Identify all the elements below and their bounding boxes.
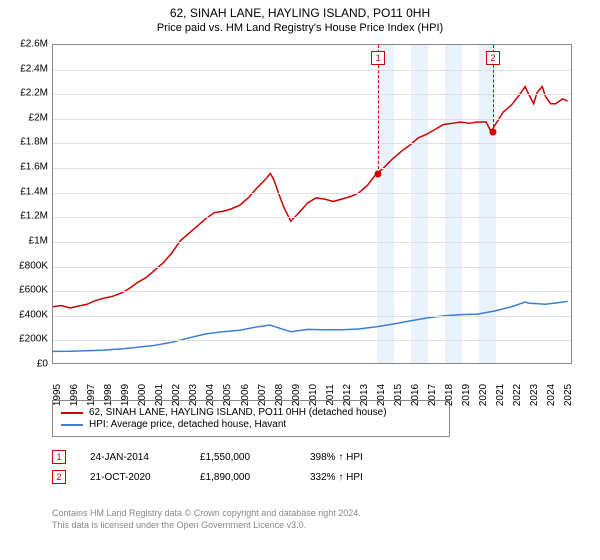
sale-marker-1: 1 <box>52 450 66 464</box>
x-tick-label: 2012 <box>342 384 353 406</box>
y-tick-label: £2.2M <box>4 88 48 99</box>
sale-marker-box: 2 <box>486 51 500 65</box>
sale-date: 21-OCT-2020 <box>90 472 200 483</box>
y-tick-label: £800K <box>4 260 48 271</box>
y-tick-label: £600K <box>4 285 48 296</box>
sale-price: £1,550,000 <box>200 452 310 463</box>
x-tick-label: 2019 <box>461 384 472 406</box>
series-hpi <box>53 301 568 351</box>
sale-rows: 1 24-JAN-2014 £1,550,000 398% ↑ HPI 2 21… <box>52 450 363 490</box>
x-tick-label: 2013 <box>359 384 370 406</box>
x-tick-label: 2021 <box>495 384 506 406</box>
y-tick-label: £1.4M <box>4 186 48 197</box>
y-tick-label: £1.6M <box>4 162 48 173</box>
x-tick-label: 2005 <box>222 384 233 406</box>
gridline-h <box>53 267 571 268</box>
gridline-h <box>53 291 571 292</box>
legend-label-hpi: HPI: Average price, detached house, Hava… <box>89 419 286 430</box>
x-tick-label: 1999 <box>120 384 131 406</box>
x-tick-label: 2016 <box>410 384 421 406</box>
x-tick-label: 2004 <box>205 384 216 406</box>
x-tick-label: 2002 <box>171 384 182 406</box>
y-tick-label: £0 <box>4 359 48 370</box>
x-tick-label: 2015 <box>393 384 404 406</box>
footer-line1: Contains HM Land Registry data © Crown c… <box>52 508 361 520</box>
x-tick-label: 2006 <box>240 384 251 406</box>
legend-swatch-hpi <box>61 424 83 426</box>
y-tick-label: £1M <box>4 235 48 246</box>
x-tick-label: 2018 <box>444 384 455 406</box>
gridline-h <box>53 217 571 218</box>
x-tick-label: 2023 <box>529 384 540 406</box>
y-tick-label: £1.2M <box>4 211 48 222</box>
footer-line2: This data is licensed under the Open Gov… <box>52 520 361 532</box>
gridline-h <box>53 242 571 243</box>
legend-swatch-property <box>61 412 83 414</box>
x-tick-label: 2024 <box>546 384 557 406</box>
sale-price: £1,890,000 <box>200 472 310 483</box>
footer-attribution: Contains HM Land Registry data © Crown c… <box>52 508 361 531</box>
x-tick-label: 2000 <box>137 384 148 406</box>
x-tick-label: 2007 <box>257 384 268 406</box>
gridline-h <box>53 340 571 341</box>
sale-row: 1 24-JAN-2014 £1,550,000 398% ↑ HPI <box>52 450 363 464</box>
chart-subtitle: Price paid vs. HM Land Registry's House … <box>0 22 600 34</box>
x-tick-label: 2022 <box>512 384 523 406</box>
x-tick-label: 2001 <box>154 384 165 406</box>
x-tick-label: 2017 <box>427 384 438 406</box>
x-tick-label: 1996 <box>69 384 80 406</box>
plot-area: 12 <box>52 44 572 364</box>
address-title: 62, SINAH LANE, HAYLING ISLAND, PO11 0HH <box>0 6 600 20</box>
sale-marker-box: 1 <box>371 51 385 65</box>
x-tick-label: 2020 <box>478 384 489 406</box>
gridline-h <box>53 193 571 194</box>
x-tick-label: 2003 <box>188 384 199 406</box>
x-tick-label: 2014 <box>376 384 387 406</box>
legend-row: HPI: Average price, detached house, Hava… <box>61 419 441 430</box>
sale-row: 2 21-OCT-2020 £1,890,000 332% ↑ HPI <box>52 470 363 484</box>
sale-pct: 398% ↑ HPI <box>310 452 363 463</box>
legend-row: 62, SINAH LANE, HAYLING ISLAND, PO11 0HH… <box>61 407 441 418</box>
y-tick-label: £400K <box>4 309 48 320</box>
title-block: 62, SINAH LANE, HAYLING ISLAND, PO11 0HH… <box>0 0 600 34</box>
x-tick-label: 2025 <box>563 384 574 406</box>
x-tick-label: 1995 <box>52 384 63 406</box>
y-tick-label: £2.6M <box>4 39 48 50</box>
x-tick-label: 2010 <box>308 384 319 406</box>
sale-marker-2: 2 <box>52 470 66 484</box>
gridline-h <box>53 316 571 317</box>
x-tick-label: 1997 <box>86 384 97 406</box>
sale-dot <box>375 171 382 178</box>
gridline-h <box>53 168 571 169</box>
chart-container: { "title": { "address": "62, SINAH LANE,… <box>0 0 600 560</box>
sale-dot <box>490 129 497 136</box>
legend-label-property: 62, SINAH LANE, HAYLING ISLAND, PO11 0HH… <box>89 407 387 418</box>
sale-date: 24-JAN-2014 <box>90 452 200 463</box>
y-tick-label: £1.8M <box>4 137 48 148</box>
x-tick-label: 2009 <box>291 384 302 406</box>
y-tick-label: £2M <box>4 112 48 123</box>
y-tick-label: £2.4M <box>4 63 48 74</box>
y-tick-label: £200K <box>4 334 48 345</box>
x-tick-label: 2008 <box>274 384 285 406</box>
sale-pct: 332% ↑ HPI <box>310 472 363 483</box>
x-tick-label: 1998 <box>103 384 114 406</box>
x-tick-label: 2011 <box>325 384 336 406</box>
gridline-h <box>53 143 571 144</box>
